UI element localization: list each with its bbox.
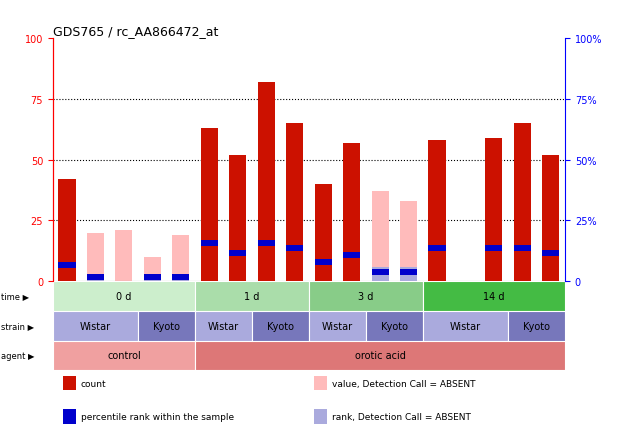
Text: time ▶: time ▶ [1, 292, 29, 301]
Bar [173, 274, 189, 280]
Bar [542, 155, 560, 282]
Text: strain ▶: strain ▶ [1, 322, 34, 330]
Text: orotic acid: orotic acid [355, 351, 406, 361]
Text: 14 d: 14 d [483, 291, 505, 301]
Bar [371, 192, 389, 282]
Bar [144, 274, 161, 282]
Bar [343, 253, 360, 259]
Bar [229, 155, 247, 282]
Bar [315, 184, 332, 282]
Bar [201, 240, 218, 247]
Bar [315, 260, 332, 266]
Bar [53, 341, 195, 370]
Bar [314, 376, 327, 391]
Bar [400, 201, 417, 282]
Text: Kyoto: Kyoto [267, 321, 294, 331]
Bar [400, 270, 417, 276]
Text: value, Detection Call = ABSENT: value, Detection Call = ABSENT [332, 379, 476, 388]
Text: 0 d: 0 d [116, 291, 132, 301]
Bar [514, 124, 531, 282]
Bar [400, 267, 417, 282]
Text: Kyoto: Kyoto [153, 321, 180, 331]
Bar [58, 262, 76, 268]
Text: Wistar: Wistar [450, 321, 481, 331]
Text: count: count [81, 379, 107, 388]
Bar [201, 129, 218, 282]
Bar [286, 124, 303, 282]
Bar [428, 141, 446, 282]
Bar [195, 341, 565, 370]
Bar [309, 282, 423, 311]
Bar [53, 311, 138, 341]
Bar [116, 230, 132, 282]
Bar [428, 245, 446, 251]
Bar [314, 410, 327, 424]
Text: rank, Detection Call = ABSENT: rank, Detection Call = ABSENT [332, 412, 471, 421]
Text: percentile rank within the sample: percentile rank within the sample [81, 412, 234, 421]
Bar [366, 311, 423, 341]
Text: agent ▶: agent ▶ [1, 351, 35, 360]
Text: GDS765 / rc_AA866472_at: GDS765 / rc_AA866472_at [53, 25, 218, 38]
Bar [486, 138, 502, 282]
Text: Kyoto: Kyoto [381, 321, 408, 331]
Bar [63, 410, 76, 424]
Bar [258, 83, 274, 282]
Text: Wistar: Wistar [322, 321, 353, 331]
Bar [258, 240, 274, 247]
Bar [173, 274, 189, 282]
Bar [195, 311, 252, 341]
Bar [423, 311, 508, 341]
Bar [87, 274, 104, 280]
Bar [138, 311, 195, 341]
Bar [53, 39, 565, 282]
Bar [371, 267, 389, 282]
Bar [508, 311, 565, 341]
Bar [309, 311, 366, 341]
Bar [229, 250, 247, 256]
Bar [252, 311, 309, 341]
Text: Wistar: Wistar [80, 321, 111, 331]
Bar [514, 245, 531, 251]
Text: control: control [107, 351, 141, 361]
Bar [486, 245, 502, 251]
Bar [343, 143, 360, 282]
Bar [371, 270, 389, 276]
Text: Wistar: Wistar [208, 321, 239, 331]
Bar [423, 282, 565, 311]
Bar [63, 376, 76, 391]
Bar [542, 250, 560, 256]
Bar [58, 180, 76, 282]
Text: 3 d: 3 d [358, 291, 374, 301]
Bar [53, 282, 195, 311]
Bar [144, 257, 161, 282]
Bar [195, 282, 309, 311]
Bar [87, 233, 104, 282]
Text: Kyoto: Kyoto [523, 321, 550, 331]
Bar [173, 235, 189, 282]
Bar [286, 245, 303, 251]
Bar [144, 274, 161, 280]
Bar [87, 274, 104, 282]
Text: 1 d: 1 d [244, 291, 260, 301]
